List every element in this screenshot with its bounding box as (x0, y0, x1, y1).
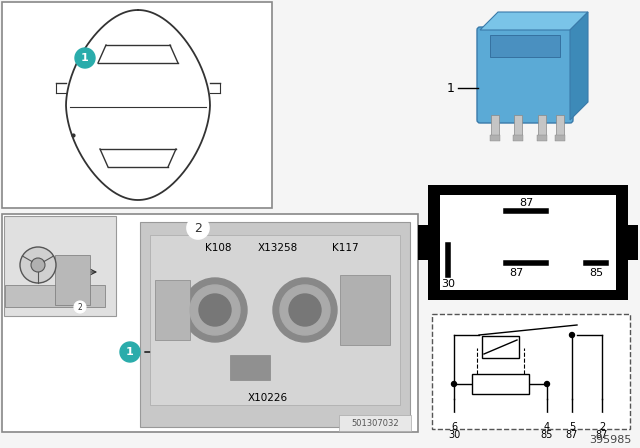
FancyBboxPatch shape (339, 415, 411, 431)
Text: 85: 85 (541, 430, 553, 440)
Text: 87: 87 (596, 430, 608, 440)
Circle shape (75, 48, 95, 68)
Bar (482, 336, 519, 358)
Bar (340, 275, 390, 345)
Circle shape (190, 285, 240, 335)
Bar (490, 35, 560, 57)
Text: 85: 85 (589, 268, 603, 278)
Bar (428, 185, 628, 300)
Text: K117: K117 (332, 243, 358, 253)
Circle shape (568, 414, 575, 421)
Circle shape (120, 342, 140, 362)
Text: 30: 30 (448, 430, 460, 440)
Bar (155, 280, 190, 340)
Bar (140, 222, 410, 427)
Bar (230, 355, 270, 380)
Bar (472, 374, 529, 394)
Bar (538, 115, 546, 140)
Bar (150, 235, 400, 405)
Bar (556, 115, 564, 140)
Bar (626, 225, 638, 260)
Text: 395985: 395985 (589, 435, 632, 445)
Circle shape (451, 414, 458, 421)
Bar (555, 135, 565, 141)
Circle shape (74, 301, 86, 313)
Text: 87: 87 (509, 268, 523, 278)
FancyBboxPatch shape (477, 27, 573, 123)
Bar (513, 135, 523, 141)
Bar (5, 285, 105, 307)
Bar (418, 225, 430, 260)
Text: 6: 6 (451, 422, 457, 432)
Text: 1: 1 (126, 347, 134, 357)
Circle shape (598, 414, 605, 421)
Text: 30: 30 (441, 279, 455, 289)
Text: 4: 4 (544, 422, 550, 432)
Circle shape (451, 382, 456, 387)
Text: 2: 2 (194, 221, 202, 234)
Bar (537, 135, 547, 141)
Circle shape (543, 414, 550, 421)
Text: K108: K108 (205, 243, 231, 253)
Text: 1: 1 (447, 82, 455, 95)
Text: 1: 1 (81, 53, 89, 63)
Bar (490, 135, 500, 141)
Text: X13258: X13258 (258, 243, 298, 253)
Circle shape (31, 258, 45, 272)
Bar (514, 115, 522, 140)
Text: 87: 87 (566, 430, 578, 440)
Text: 501307032: 501307032 (351, 418, 399, 427)
Bar (440, 195, 616, 290)
Circle shape (280, 285, 330, 335)
Text: X10226: X10226 (248, 393, 288, 403)
Text: 87: 87 (519, 198, 533, 208)
Text: 2: 2 (77, 302, 83, 311)
FancyBboxPatch shape (2, 2, 272, 208)
Text: 2: 2 (599, 422, 605, 432)
Bar (432, 314, 630, 429)
Circle shape (199, 294, 231, 326)
Bar (55, 255, 90, 305)
Polygon shape (480, 12, 588, 30)
FancyBboxPatch shape (2, 214, 418, 432)
Circle shape (183, 278, 247, 342)
Bar (4, 216, 116, 316)
Text: 5: 5 (569, 422, 575, 432)
Circle shape (570, 332, 575, 337)
Bar (491, 115, 499, 140)
Circle shape (273, 278, 337, 342)
Polygon shape (570, 12, 588, 120)
Circle shape (187, 217, 209, 239)
Polygon shape (66, 10, 210, 200)
Circle shape (289, 294, 321, 326)
Circle shape (545, 382, 550, 387)
Circle shape (20, 247, 56, 283)
